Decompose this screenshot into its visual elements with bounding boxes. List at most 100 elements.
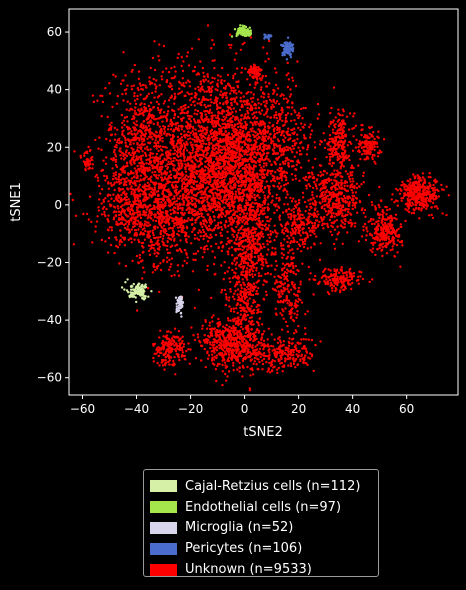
data-point bbox=[237, 119, 240, 122]
data-point bbox=[122, 158, 126, 161]
data-point bbox=[107, 128, 111, 132]
data-point bbox=[175, 142, 179, 145]
data-point bbox=[246, 222, 249, 226]
data-point bbox=[130, 177, 134, 180]
data-point bbox=[128, 109, 131, 112]
data-point bbox=[220, 215, 223, 219]
data-point bbox=[197, 231, 200, 234]
data-point bbox=[283, 123, 286, 127]
data-point bbox=[105, 175, 108, 178]
data-point bbox=[129, 102, 132, 105]
data-point bbox=[188, 117, 191, 121]
data-point bbox=[222, 132, 226, 136]
data-point bbox=[176, 192, 179, 195]
data-point bbox=[196, 154, 200, 158]
data-point bbox=[168, 194, 172, 197]
data-point bbox=[275, 125, 279, 129]
data-point bbox=[310, 129, 314, 132]
data-point bbox=[216, 223, 220, 227]
data-point bbox=[202, 216, 205, 219]
data-point bbox=[152, 114, 155, 118]
data-point bbox=[143, 271, 146, 274]
data-point bbox=[237, 166, 240, 170]
data-point bbox=[180, 128, 183, 131]
data-point bbox=[246, 201, 249, 205]
data-point bbox=[238, 197, 241, 201]
data-point bbox=[162, 260, 165, 263]
data-point bbox=[215, 163, 219, 167]
data-point bbox=[206, 152, 209, 155]
data-point bbox=[127, 126, 130, 129]
data-point bbox=[249, 97, 253, 100]
data-point bbox=[121, 133, 124, 136]
data-point bbox=[120, 113, 124, 117]
data-point bbox=[143, 238, 147, 241]
data-point bbox=[249, 109, 252, 112]
data-point bbox=[223, 167, 226, 170]
data-point bbox=[274, 102, 277, 105]
data-point bbox=[129, 141, 132, 144]
data-point bbox=[257, 235, 260, 239]
data-point bbox=[260, 166, 263, 169]
data-point bbox=[203, 189, 207, 192]
data-point bbox=[173, 200, 176, 204]
data-point bbox=[263, 224, 266, 228]
data-point bbox=[280, 179, 284, 182]
data-point bbox=[258, 144, 261, 148]
data-point bbox=[152, 206, 155, 210]
data-point bbox=[150, 212, 153, 215]
data-point bbox=[167, 204, 170, 207]
data-point bbox=[147, 124, 151, 127]
data-point bbox=[206, 180, 209, 183]
data-point bbox=[263, 185, 267, 189]
data-point bbox=[202, 193, 205, 196]
data-point bbox=[155, 131, 158, 134]
data-point bbox=[138, 162, 141, 165]
data-point bbox=[161, 240, 164, 243]
data-point bbox=[114, 160, 118, 163]
data-point bbox=[218, 185, 222, 188]
data-point bbox=[132, 148, 135, 151]
data-point bbox=[151, 231, 155, 235]
data-point bbox=[213, 172, 216, 175]
data-point bbox=[280, 106, 284, 110]
data-point bbox=[192, 258, 195, 261]
data-point bbox=[123, 178, 126, 181]
data-point bbox=[225, 91, 228, 95]
data-point bbox=[205, 221, 208, 224]
data-point bbox=[101, 94, 104, 98]
data-point bbox=[190, 211, 193, 215]
data-point bbox=[210, 175, 214, 179]
data-point bbox=[187, 203, 190, 206]
data-point bbox=[199, 231, 203, 234]
data-point bbox=[175, 127, 178, 130]
data-point bbox=[138, 110, 141, 113]
data-point bbox=[278, 218, 282, 221]
data-point bbox=[247, 146, 250, 149]
data-point bbox=[155, 85, 158, 88]
data-point bbox=[121, 236, 124, 239]
data-point bbox=[229, 92, 232, 95]
data-point bbox=[222, 183, 225, 186]
data-point bbox=[108, 139, 112, 142]
data-point bbox=[185, 120, 188, 124]
data-point bbox=[217, 201, 220, 204]
data-point bbox=[205, 244, 208, 248]
data-point bbox=[145, 221, 149, 224]
data-point bbox=[296, 114, 299, 117]
data-point bbox=[289, 88, 292, 91]
data-point bbox=[215, 116, 218, 120]
data-point bbox=[258, 160, 261, 164]
data-point bbox=[129, 187, 132, 190]
data-point bbox=[258, 232, 261, 236]
data-point bbox=[303, 123, 306, 126]
data-point bbox=[151, 56, 155, 60]
data-point bbox=[175, 144, 178, 147]
data-point bbox=[114, 163, 118, 167]
data-point bbox=[170, 96, 173, 99]
data-point bbox=[179, 124, 183, 128]
data-point bbox=[194, 252, 198, 255]
data-point bbox=[170, 84, 173, 88]
data-point bbox=[114, 75, 117, 78]
data-point bbox=[278, 187, 281, 190]
